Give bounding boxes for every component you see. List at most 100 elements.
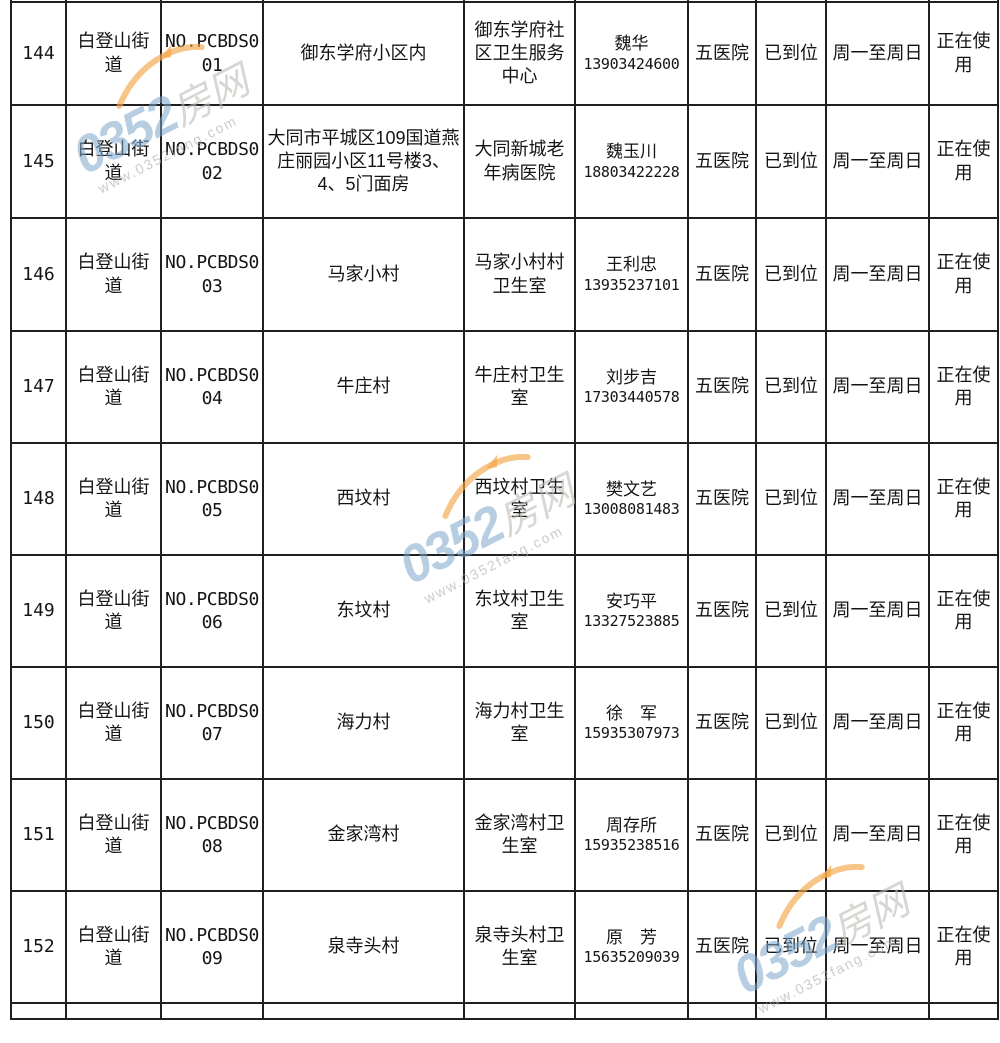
contact-phone: 15935238516 [583, 836, 680, 855]
table-row: 146 白登山街道 NO.PCBDS003 马家小村 马家小村村卫生室 王利忠 … [10, 217, 999, 332]
cell-street: 白登山街道 [65, 104, 162, 219]
cell-status: 已到位 [755, 666, 827, 780]
table-row: 151 白登山街道 NO.PCBDS008 金家湾村 金家湾村卫生室 周存所 1… [10, 778, 999, 892]
cell-location: 马家小村 [262, 217, 465, 332]
cell-code: NO.PCBDS005 [160, 442, 264, 556]
cell-location: 大同市平城区109国道燕庄丽园小区11号楼3、4、5门面房 [262, 104, 465, 219]
contact-phone: 13327523885 [583, 612, 680, 631]
contact-phone: 18803422228 [583, 162, 680, 181]
cell-code: NO.PCBDS007 [160, 666, 264, 780]
table-row: 152 白登山街道 NO.PCBDS009 泉寺头村 泉寺头村卫生室 原 芳 1… [10, 890, 999, 1004]
cell-status: 已到位 [755, 1, 827, 106]
cell-location: 东坟村 [262, 554, 465, 668]
cell-clinic: 泉寺头村卫生室 [463, 890, 576, 1004]
table-row: 149 白登山街道 NO.PCBDS006 东坟村 东坟村卫生室 安巧平 133… [10, 554, 999, 668]
cell-usage: 正在使用 [928, 330, 999, 444]
cell-row-number: 147 [10, 330, 67, 444]
cell-status: 已到位 [755, 554, 827, 668]
contact-name: 刘步吉 [606, 367, 657, 387]
contact-phone: 13935237101 [583, 275, 680, 294]
cell-contact: 樊文艺 13008081483 [574, 442, 689, 556]
cell-code: NO.PCBDS002 [160, 104, 264, 219]
contact-name: 安巧平 [606, 591, 657, 611]
cell-street: 白登山街道 [65, 330, 162, 444]
cell-row-number: 145 [10, 104, 67, 219]
cell-status: 已到位 [755, 217, 827, 332]
contact-phone: 17303440578 [583, 388, 680, 407]
cell-status: 已到位 [755, 104, 827, 219]
contact-phone: 15935307973 [583, 724, 680, 743]
cell-contact: 周存所 15935238516 [574, 778, 689, 892]
cell-row-number: 144 [10, 1, 67, 106]
cell-street: 白登山街道 [65, 1, 162, 106]
table-row: 150 白登山街道 NO.PCBDS007 海力村 海力村卫生室 徐 军 159… [10, 666, 999, 780]
cell-status: 已到位 [755, 330, 827, 444]
cell-location: 金家湾村 [262, 778, 465, 892]
cell-clinic: 马家小村村卫生室 [463, 217, 576, 332]
cell-street: 白登山街道 [65, 217, 162, 332]
cell-schedule: 周一至周日 [825, 217, 930, 332]
cell-street: 白登山街道 [65, 554, 162, 668]
cell-usage: 正在使用 [928, 442, 999, 556]
cell-code: NO.PCBDS001 [160, 1, 264, 106]
cell-status: 已到位 [755, 442, 827, 556]
contact-name: 樊文艺 [606, 479, 657, 499]
cell-code: NO.PCBDS003 [160, 217, 264, 332]
cell-location: 牛庄村 [262, 330, 465, 444]
cell-row-number: 149 [10, 554, 67, 668]
cell-usage: 正在使用 [928, 778, 999, 892]
cell-schedule: 周一至周日 [825, 554, 930, 668]
contact-phone: 13903424600 [583, 54, 680, 73]
contact-name: 王利忠 [606, 255, 657, 275]
cell-location: 海力村 [262, 666, 465, 780]
cell-usage: 正在使用 [928, 554, 999, 668]
contact-phone: 13008081483 [583, 500, 680, 519]
cell-usage: 正在使用 [928, 217, 999, 332]
cell-schedule: 周一至周日 [825, 330, 930, 444]
cell-schedule: 周一至周日 [825, 104, 930, 219]
cell-contact: 原 芳 15635209039 [574, 890, 689, 1004]
cell-street: 白登山街道 [65, 890, 162, 1004]
cell-schedule: 周一至周日 [825, 890, 930, 1004]
contact-name: 原 芳 [606, 927, 657, 947]
table-row: 147 白登山街道 NO.PCBDS004 牛庄村 牛庄村卫生室 刘步吉 173… [10, 330, 999, 444]
cell-usage: 正在使用 [928, 104, 999, 219]
cell-status: 已到位 [755, 778, 827, 892]
contact-phone: 15635209039 [583, 948, 680, 967]
cell-hospital: 五医院 [687, 442, 757, 556]
cell-clinic: 海力村卫生室 [463, 666, 576, 780]
cell-usage: 正在使用 [928, 666, 999, 780]
cell-usage: 正在使用 [928, 890, 999, 1004]
table-row: 148 白登山街道 NO.PCBDS005 西坟村 西坟村卫生室 樊文艺 130… [10, 442, 999, 556]
cell-row-number: 146 [10, 217, 67, 332]
cell-schedule: 周一至周日 [825, 1, 930, 106]
cell-hospital: 五医院 [687, 778, 757, 892]
cell-code: NO.PCBDS006 [160, 554, 264, 668]
cell-schedule: 周一至周日 [825, 442, 930, 556]
cell-contact: 魏华 13903424600 [574, 1, 689, 106]
cell-location: 西坟村 [262, 442, 465, 556]
table-row: 145 白登山街道 NO.PCBDS002 大同市平城区109国道燕庄丽园小区1… [10, 104, 999, 219]
cell-clinic: 西坟村卫生室 [463, 442, 576, 556]
cell-clinic: 御东学府社区卫生服务中心 [463, 1, 576, 106]
contact-name: 周存所 [606, 815, 657, 835]
cell-row-number: 151 [10, 778, 67, 892]
cell-location: 御东学府小区内 [262, 1, 465, 106]
cell-contact: 魏玉川 18803422228 [574, 104, 689, 219]
cell-hospital: 五医院 [687, 890, 757, 1004]
cell-location: 泉寺头村 [262, 890, 465, 1004]
cell-schedule: 周一至周日 [825, 778, 930, 892]
contact-name: 魏玉川 [606, 142, 657, 162]
cell-row-number: 152 [10, 890, 67, 1004]
cell-street: 白登山街道 [65, 442, 162, 556]
cell-hospital: 五医院 [687, 666, 757, 780]
cell-clinic: 牛庄村卫生室 [463, 330, 576, 444]
contact-name: 魏华 [614, 34, 649, 54]
cell-contact: 徐 军 15935307973 [574, 666, 689, 780]
row-partial-bottom [10, 1002, 999, 1020]
cell-street: 白登山街道 [65, 666, 162, 780]
cell-status: 已到位 [755, 890, 827, 1004]
cell-code: NO.PCBDS004 [160, 330, 264, 444]
cell-hospital: 五医院 [687, 1, 757, 106]
